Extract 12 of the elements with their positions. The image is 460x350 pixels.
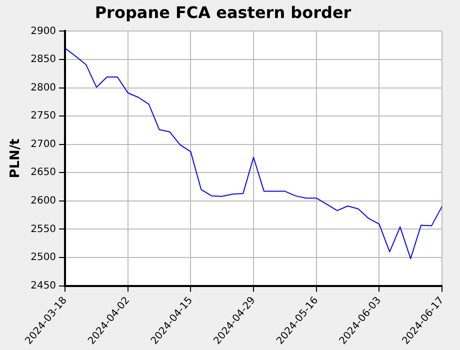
y-tick-label: 2550 (30, 224, 56, 235)
y-tick-label: 2500 (30, 252, 56, 264)
y-tick-label: 2750 (30, 110, 56, 122)
y-tick-label: 2600 (30, 196, 56, 207)
y-tick-label: 2650 (30, 167, 56, 178)
y-tick-label: 2450 (30, 280, 56, 292)
y-tick-label: 2700 (30, 138, 56, 150)
y-tick-label: 2850 (30, 54, 56, 66)
chart-title: Propane FCA eastern border (94, 2, 352, 22)
y-axis-title: PLN/t (8, 138, 24, 178)
y-tick-label: 2900 (30, 26, 56, 37)
y-tick-label: 2800 (30, 82, 56, 94)
